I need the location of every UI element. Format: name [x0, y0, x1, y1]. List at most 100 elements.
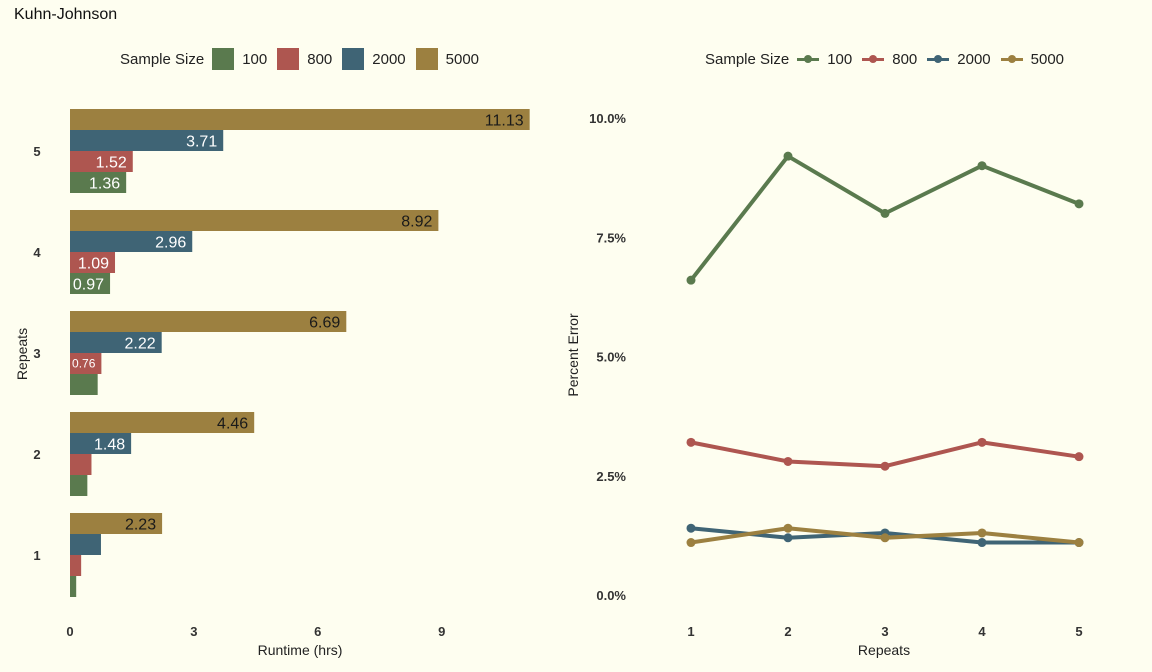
legend-item-800: 800: [277, 48, 332, 70]
legend-line-swatch: [1000, 48, 1023, 70]
bar-4-5000: [70, 210, 439, 231]
bar-2-5000: [70, 412, 255, 433]
bar-3-5000: [70, 311, 347, 332]
x-tick-label: 9: [438, 624, 445, 639]
bar-5-5000: [70, 109, 530, 130]
y-axis-title: Percent Error: [565, 313, 581, 397]
data-point-5000: [686, 538, 696, 548]
data-point-5000: [783, 523, 793, 533]
legend-swatch: [212, 48, 235, 70]
bar-1-2000: [70, 534, 101, 555]
legend-label: 100: [242, 50, 268, 68]
legend-label: 2000: [372, 50, 406, 68]
bar-value-label: 2.96: [155, 235, 186, 252]
bar-value-label: 1.52: [96, 155, 127, 172]
bar-5-2000: [70, 130, 224, 151]
data-point-100: [880, 208, 890, 218]
legend-label: 5000: [445, 50, 480, 68]
x-tick-label: 1: [687, 624, 694, 639]
bar-3-2000: [70, 332, 162, 353]
x-tick-label: 0: [66, 624, 73, 639]
data-point-800: [686, 437, 696, 447]
series-line-100: [689, 154, 1081, 283]
data-point-100: [783, 151, 793, 161]
x-axis-title: Repeats: [858, 642, 910, 658]
y-tick-label: 3: [33, 346, 40, 361]
legend-swatch: [277, 48, 300, 70]
legend-label: 5000: [1030, 50, 1065, 68]
legend-line-swatch: [797, 48, 820, 70]
data-point-2000: [783, 533, 793, 543]
bar-value-label: 3.71: [186, 134, 217, 151]
bar-2-2000: [70, 433, 132, 454]
legend-error: Sample Size 100 800 2000 5000: [705, 46, 1074, 72]
bar-5-800: [70, 151, 133, 172]
bar-value-label: 1.48: [94, 437, 125, 454]
x-tick-label: 2: [784, 624, 791, 639]
legend-title: Sample Size: [705, 50, 790, 68]
data-point-800: [1074, 452, 1084, 462]
legend-runtime: Sample Size 100 800 2000 5000: [120, 46, 489, 72]
bar-5-100: [70, 172, 127, 193]
runtime-bar-chart: 2.23 1 4.46 1.48 2 6.69 2.22 0.76 3 8.92 2.96 1.09 0…: [14, 109, 530, 658]
bar-value-label: 2.22: [125, 336, 156, 353]
bar-1-5000: [70, 513, 163, 534]
data-point-2000: [977, 538, 987, 548]
x-tick-label: 3: [881, 624, 888, 639]
x-tick-label: 5: [1075, 624, 1082, 639]
x-tick-label: 4: [978, 624, 986, 639]
legend-item-2000: 2000: [927, 48, 991, 70]
data-point-5000: [1074, 538, 1084, 548]
y-tick-label: 5: [33, 144, 40, 159]
bar-1-800: [70, 555, 82, 576]
data-point-5000: [977, 528, 987, 538]
bar-3-100: [70, 374, 98, 395]
page-title: Kuhn-Johnson: [14, 6, 118, 23]
legend-label: 100: [827, 50, 853, 68]
y-tick-label: 0.0%: [596, 588, 626, 603]
y-tick-label: 4: [33, 245, 41, 260]
y-tick-label: 5.0%: [596, 350, 626, 365]
legend-swatch: [415, 48, 438, 70]
data-point-100: [686, 275, 696, 285]
bar-4-2000: [70, 231, 193, 252]
bar-value-label: 8.92: [401, 214, 432, 231]
data-point-100: [1074, 199, 1084, 209]
y-tick-label: 10.0%: [589, 111, 626, 126]
legend-label: 800: [892, 50, 918, 68]
data-point-100: [977, 161, 987, 171]
bar-value-label: 0.76: [72, 357, 96, 371]
data-point-800: [977, 437, 987, 447]
bar-4-800: [70, 252, 116, 273]
legend-line-swatch: [862, 48, 885, 70]
legend-item-5000: 5000: [1000, 48, 1065, 70]
legend-item-5000: 5000: [415, 48, 480, 70]
x-axis-title: Runtime (hrs): [258, 642, 343, 658]
legend-item-2000: 2000: [342, 48, 406, 70]
bar-3-800: [70, 353, 102, 374]
bar-2-100: [70, 475, 88, 496]
y-tick-label: 2.5%: [596, 469, 626, 484]
bar-value-label: 0.97: [73, 277, 104, 294]
data-point-5000: [880, 533, 890, 543]
legend-item-100: 100: [797, 48, 852, 70]
legend-item-800: 800: [862, 48, 917, 70]
bar-value-label: 2.23: [125, 517, 156, 534]
data-point-800: [880, 461, 890, 471]
legend-item-100: 100: [212, 48, 267, 70]
bar-1-100: [70, 576, 77, 597]
legend-label: 800: [307, 50, 333, 68]
data-point-2000: [686, 523, 696, 533]
legend-title: Sample Size: [120, 50, 205, 68]
y-axis-title: Repeats: [14, 328, 30, 380]
x-tick-label: 3: [190, 624, 197, 639]
y-tick-label: 2: [33, 447, 40, 462]
x-tick-label: 6: [314, 624, 321, 639]
bar-value-label: 6.69: [309, 315, 340, 332]
bar-4-100: [70, 273, 111, 294]
legend-line-swatch: [927, 48, 950, 70]
bar-value-label: 11.13: [485, 113, 524, 130]
bar-value-label: 1.09: [78, 256, 109, 273]
y-tick-label: 7.5%: [596, 230, 626, 245]
